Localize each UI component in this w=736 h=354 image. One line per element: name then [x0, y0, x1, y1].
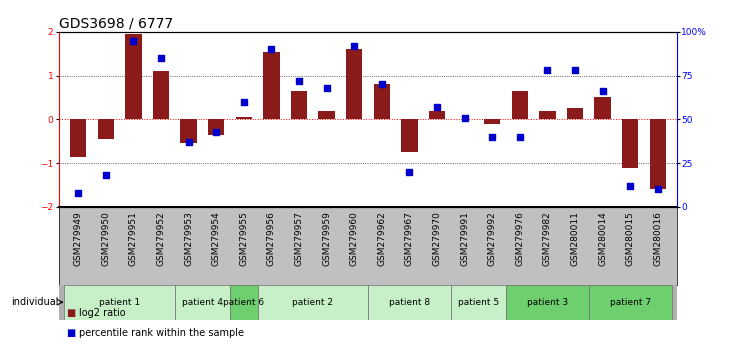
Text: GSM279949: GSM279949 — [74, 211, 82, 266]
Point — [652, 187, 664, 192]
Text: patient 5: patient 5 — [458, 298, 499, 307]
Bar — [180, 119, 197, 143]
Point — [348, 43, 360, 49]
Text: GSM279954: GSM279954 — [212, 211, 221, 266]
Text: GSM279951: GSM279951 — [129, 211, 138, 266]
Point — [376, 81, 388, 87]
Bar — [595, 97, 611, 119]
Text: GSM279956: GSM279956 — [267, 211, 276, 266]
Text: GSM279970: GSM279970 — [433, 211, 442, 266]
Bar — [236, 117, 252, 119]
Text: percentile rank within the sample: percentile rank within the sample — [79, 328, 244, 338]
Point — [100, 172, 112, 178]
Bar — [650, 119, 666, 189]
Bar — [258, 285, 368, 320]
Point — [403, 169, 415, 175]
Text: GSM280015: GSM280015 — [626, 211, 634, 266]
Text: GSM280011: GSM280011 — [570, 211, 579, 266]
Point — [542, 68, 553, 73]
Bar — [263, 52, 280, 119]
Text: GSM279955: GSM279955 — [239, 211, 248, 266]
Bar — [622, 119, 639, 167]
Bar — [291, 91, 308, 119]
Text: patient 1: patient 1 — [99, 298, 140, 307]
Point — [597, 88, 609, 94]
Text: GSM279992: GSM279992 — [488, 211, 497, 266]
Point — [514, 134, 526, 140]
Text: GSM279991: GSM279991 — [460, 211, 469, 266]
Text: patient 7: patient 7 — [609, 298, 651, 307]
Text: GSM279967: GSM279967 — [405, 211, 414, 266]
Bar — [567, 108, 584, 119]
Point — [127, 38, 139, 44]
Bar — [175, 285, 230, 320]
Point — [293, 78, 305, 84]
Point — [321, 85, 333, 91]
Point — [459, 115, 470, 120]
Point — [266, 46, 277, 52]
Text: individual: individual — [11, 297, 58, 307]
Bar — [373, 84, 390, 119]
Text: patient 2: patient 2 — [292, 298, 333, 307]
Bar — [401, 119, 418, 152]
Text: GSM279959: GSM279959 — [322, 211, 331, 266]
Bar — [318, 110, 335, 119]
Point — [431, 104, 443, 110]
Text: GSM279953: GSM279953 — [184, 211, 193, 266]
Point — [624, 183, 636, 189]
Point — [486, 134, 498, 140]
Bar — [450, 285, 506, 320]
Text: GSM280014: GSM280014 — [598, 211, 607, 266]
Text: GDS3698 / 6777: GDS3698 / 6777 — [59, 17, 173, 31]
Bar — [589, 285, 672, 320]
Bar — [346, 49, 362, 119]
Text: GSM279982: GSM279982 — [543, 211, 552, 266]
Bar — [484, 119, 500, 124]
Text: GSM279960: GSM279960 — [350, 211, 358, 266]
Point — [238, 99, 250, 105]
Text: GSM279957: GSM279957 — [294, 211, 303, 266]
Text: GSM279950: GSM279950 — [102, 211, 110, 266]
Bar — [539, 110, 556, 119]
Text: GSM279976: GSM279976 — [515, 211, 524, 266]
Point — [210, 129, 222, 135]
Bar — [428, 110, 445, 119]
Bar — [512, 91, 528, 119]
Bar — [506, 285, 589, 320]
Text: ■: ■ — [66, 328, 76, 338]
Text: patient 4: patient 4 — [182, 298, 223, 307]
Bar — [70, 119, 87, 156]
Bar — [208, 119, 224, 135]
Bar — [65, 285, 175, 320]
Point — [72, 190, 84, 196]
Text: patient 3: patient 3 — [527, 298, 568, 307]
Text: GSM279952: GSM279952 — [157, 211, 166, 266]
Bar — [97, 119, 114, 139]
Bar — [230, 285, 258, 320]
Point — [569, 68, 581, 73]
Bar — [153, 71, 169, 119]
Text: patient 6: patient 6 — [223, 298, 264, 307]
Text: patient 8: patient 8 — [389, 298, 430, 307]
Bar — [368, 285, 450, 320]
Point — [183, 139, 194, 145]
Text: log2 ratio: log2 ratio — [79, 308, 126, 318]
Text: GSM280016: GSM280016 — [654, 211, 662, 266]
Text: GSM279962: GSM279962 — [378, 211, 386, 266]
Text: ■: ■ — [66, 308, 76, 318]
Bar — [125, 34, 141, 119]
Point — [155, 55, 167, 61]
